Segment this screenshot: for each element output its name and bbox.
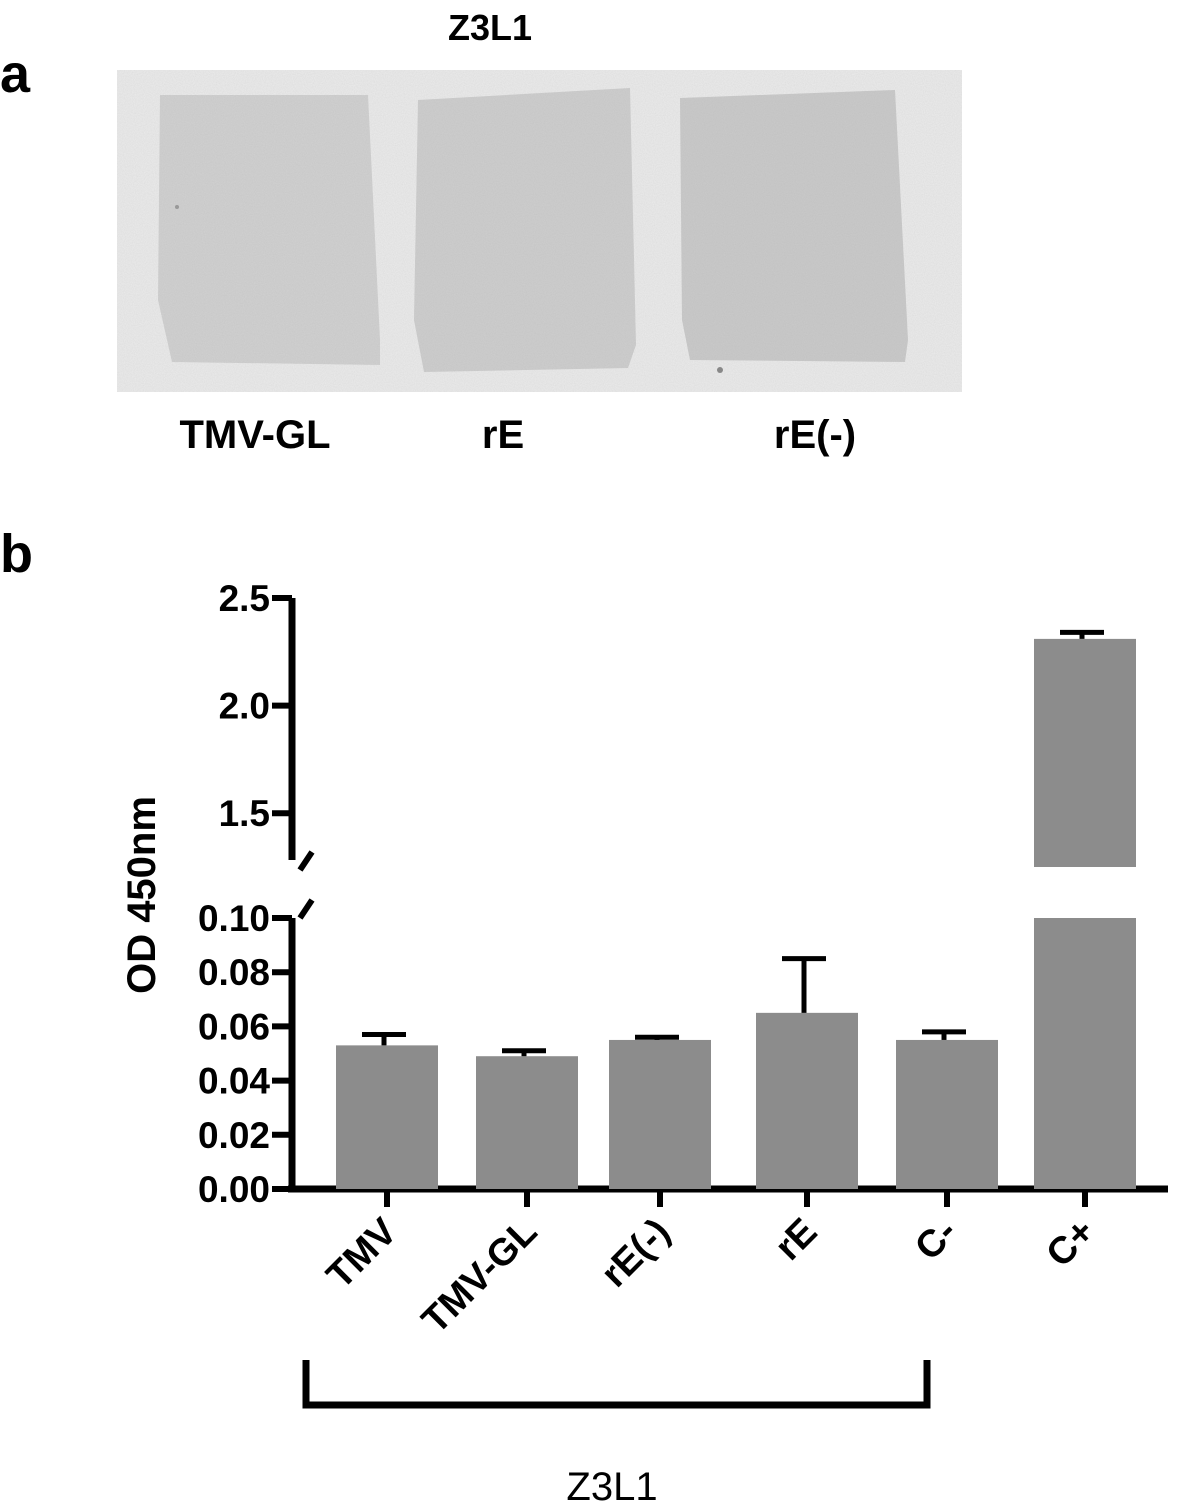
y-tick-label: 1.5	[219, 793, 270, 834]
axis-break-mark	[297, 898, 315, 920]
x-tick-label: C-	[907, 1211, 965, 1269]
x-tick-label: TMV	[319, 1210, 406, 1297]
bar	[1034, 918, 1136, 1189]
blot-spot-re-neg	[680, 90, 908, 362]
y-tick-label: 0.06	[198, 1006, 270, 1047]
lane-label-re: rE	[482, 413, 524, 457]
y-tick-label: 2.0	[219, 686, 270, 727]
x-tick-label: rE(-)	[593, 1211, 678, 1296]
panel-a-title: Z3L1	[448, 7, 532, 48]
y-tick-label: 0.08	[198, 952, 270, 993]
bar	[896, 1039, 998, 1189]
x-tick-label: rE	[767, 1211, 825, 1269]
blot-speck	[175, 205, 179, 209]
panel-b-label: b	[0, 524, 33, 584]
bar	[476, 1056, 578, 1189]
bar	[336, 1045, 438, 1189]
blot-spot-re	[414, 88, 636, 372]
group-bracket	[302, 1360, 931, 1409]
bracket-label: Z3L1	[566, 1465, 657, 1509]
y-tick-label: 0.10	[198, 898, 270, 939]
bar	[609, 1039, 711, 1189]
axis-break-mark	[297, 850, 315, 872]
lane-label-tmv-gl: TMV-GL	[179, 413, 330, 457]
lane-label-re-neg: rE(-)	[774, 413, 856, 457]
blot-spot-tmv-gl	[158, 95, 380, 365]
bracket-line	[302, 1360, 931, 1409]
y-tick-label: 0.04	[198, 1061, 270, 1102]
x-tick-label: C+	[1039, 1211, 1104, 1276]
x-tick-label: TMV-GL	[414, 1211, 545, 1342]
y-tick-label: 0.02	[198, 1115, 270, 1156]
bar-upper-segment	[1034, 638, 1136, 867]
y-axis-label: OD 450nm	[120, 796, 164, 994]
y-tick-label: 2.5	[219, 578, 270, 619]
bar-chart: 0.00 0.02 0.04 0.06 0.08 0.10 1.5 2.0 2.5 OD 450n…	[120, 578, 1168, 1342]
bar	[756, 1012, 858, 1189]
y-tick-label: 0.00	[198, 1169, 270, 1210]
blot-image	[117, 70, 962, 392]
panel-a-label: a	[0, 44, 31, 104]
blot-speck	[717, 367, 723, 373]
